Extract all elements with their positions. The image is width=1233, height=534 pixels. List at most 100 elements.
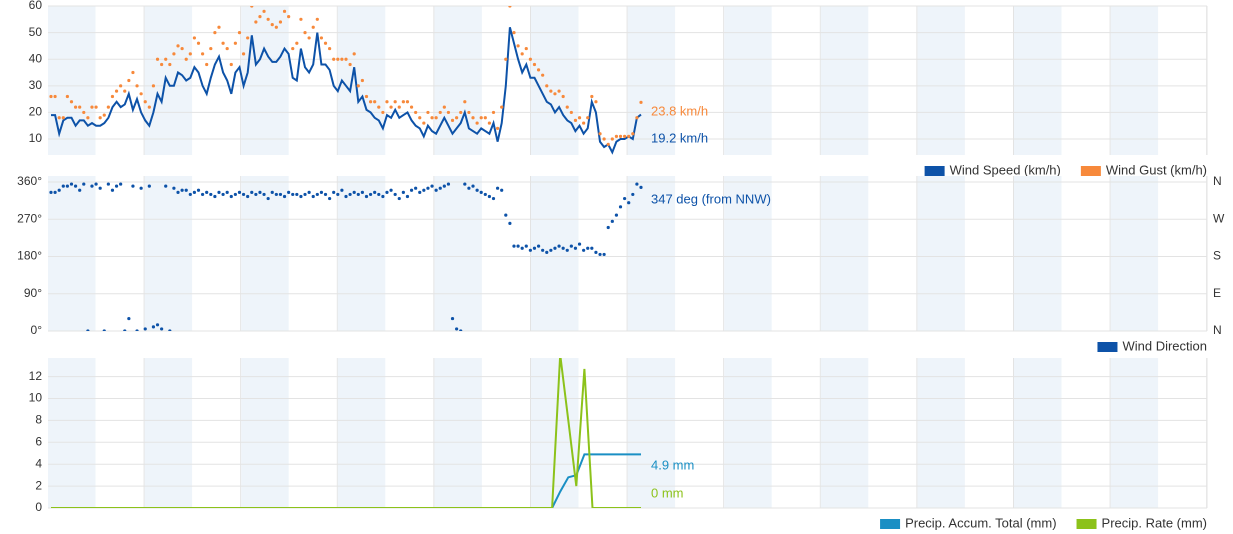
point — [172, 186, 176, 190]
y-tick-label: 10 — [29, 391, 43, 405]
point — [561, 94, 565, 99]
band — [434, 6, 482, 155]
point — [106, 182, 110, 186]
band — [241, 358, 289, 508]
point — [610, 219, 614, 223]
point — [631, 192, 635, 197]
point — [393, 192, 397, 197]
point — [254, 192, 258, 197]
point — [418, 116, 422, 120]
point — [512, 244, 516, 248]
point — [536, 244, 541, 248]
band — [1014, 358, 1062, 508]
point — [110, 94, 115, 99]
point — [434, 116, 438, 120]
point — [524, 244, 528, 248]
point — [356, 84, 360, 88]
band — [724, 6, 772, 155]
point — [532, 62, 537, 67]
point — [569, 110, 573, 115]
point — [221, 192, 225, 197]
point — [196, 188, 201, 192]
band — [48, 6, 96, 155]
point — [209, 192, 213, 197]
point — [106, 105, 110, 109]
point — [610, 137, 614, 141]
point — [172, 52, 176, 56]
point — [541, 73, 545, 77]
y-tick-label: 180° — [17, 249, 42, 263]
point — [241, 52, 246, 56]
point — [266, 196, 270, 201]
point — [217, 25, 221, 29]
point — [618, 134, 623, 138]
point — [442, 105, 446, 109]
point — [131, 70, 135, 75]
y-tick-label: 0 — [35, 500, 42, 514]
point — [627, 201, 631, 205]
point — [196, 41, 201, 45]
band — [531, 358, 579, 508]
point — [90, 184, 94, 188]
point — [250, 190, 254, 194]
point — [577, 116, 582, 120]
point — [491, 110, 496, 115]
point — [143, 327, 147, 331]
point — [217, 190, 221, 194]
point — [438, 110, 442, 115]
point — [463, 182, 467, 186]
y2-tick-label: N — [1213, 174, 1222, 188]
legend-label: Wind Speed (km/h) — [950, 162, 1061, 177]
point — [495, 126, 500, 130]
band — [48, 176, 96, 331]
point — [155, 57, 160, 61]
band — [434, 176, 482, 331]
y-tick-label: 360° — [17, 174, 42, 188]
point — [491, 196, 496, 201]
point — [151, 325, 156, 329]
point — [78, 188, 82, 192]
point — [123, 329, 127, 331]
band — [917, 176, 965, 331]
end-label: 23.8 km/h — [651, 103, 708, 118]
point — [311, 25, 315, 29]
band — [1110, 176, 1159, 331]
point — [131, 184, 135, 188]
point — [389, 188, 393, 192]
point — [246, 36, 250, 40]
point — [459, 329, 463, 331]
point — [61, 184, 65, 188]
band — [724, 358, 772, 508]
point — [434, 188, 438, 192]
y-tick-label: 10 — [29, 131, 43, 145]
point — [364, 94, 369, 99]
point — [127, 78, 131, 83]
point — [479, 190, 483, 194]
point — [270, 190, 274, 194]
point — [471, 184, 475, 188]
point — [594, 100, 598, 104]
point — [184, 188, 188, 192]
band — [1014, 6, 1062, 155]
point — [360, 78, 364, 83]
legend-swatch — [1097, 342, 1118, 352]
plot — [49, 182, 643, 331]
point — [545, 250, 549, 254]
point — [446, 110, 451, 115]
point — [86, 329, 90, 331]
point — [65, 184, 69, 188]
point — [524, 46, 528, 51]
point — [631, 132, 635, 136]
point — [274, 192, 278, 197]
point — [98, 116, 102, 120]
point — [237, 31, 242, 35]
point — [69, 100, 74, 104]
point — [225, 46, 229, 51]
band — [241, 176, 289, 331]
band — [434, 358, 482, 508]
point — [147, 184, 151, 188]
band — [820, 358, 869, 508]
point — [299, 17, 303, 21]
point — [114, 184, 119, 188]
y-tick-label: 40 — [29, 51, 43, 65]
